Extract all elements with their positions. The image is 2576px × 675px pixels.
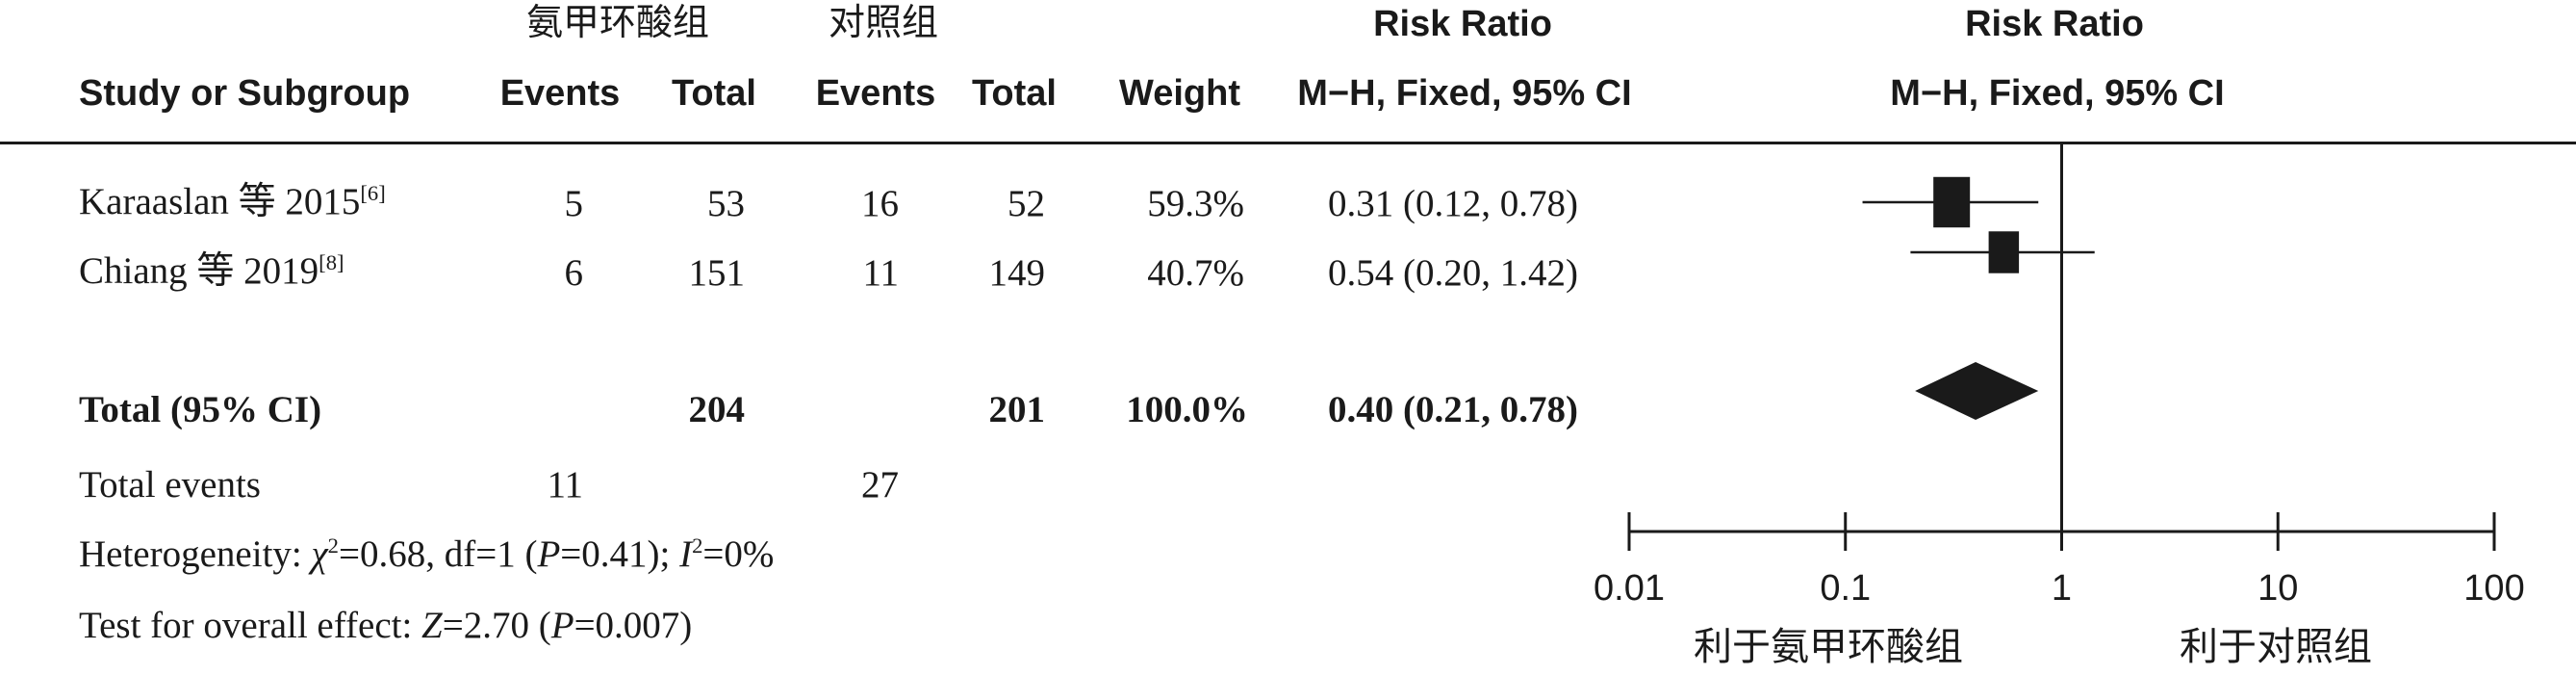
chi-superscript: 2 xyxy=(327,533,339,558)
total-events-control: 27 xyxy=(861,464,899,506)
favours-treatment-label: 利于氨甲环酸组 xyxy=(1694,625,1963,669)
total-events-label: Total events xyxy=(79,464,261,506)
weight-header: Weight xyxy=(1119,73,1240,114)
p-symbol: P xyxy=(537,533,561,575)
overall-effect-prefix: Test for overall effect: xyxy=(79,605,422,646)
pooled-risk-ratio: 0.40 (0.21, 0.78) xyxy=(1328,389,1578,430)
favours-control-label: 利于对照组 xyxy=(2180,625,2372,669)
study-name: Karaaslan 等 2015[6] xyxy=(79,181,386,222)
pooled-diamond xyxy=(1915,362,2039,420)
events-treatment-cell: 5 xyxy=(564,183,584,224)
total-control-sum: 201 xyxy=(988,389,1046,430)
i-superscript: 2 xyxy=(692,533,703,558)
total-events-treatment: 11 xyxy=(547,464,583,506)
z-symbol: Z xyxy=(421,605,443,646)
total-control-cell: 52 xyxy=(1007,183,1045,224)
study-name: Chiang 等 2019[8] xyxy=(79,250,344,292)
method-plot-header: M−H, Fixed, 95% CI xyxy=(1890,73,2225,114)
total-weight: 100.0% xyxy=(1126,389,1248,430)
risk-ratio-cell: 0.54 (0.20, 1.42) xyxy=(1328,252,1578,294)
heterogeneity-stats: Heterogeneity: χ2=0.68, df=1 (P=0.41); I… xyxy=(79,533,775,575)
overall-effect-test: Test for overall effect: Z=2.70 (P=0.007… xyxy=(79,607,692,644)
group-header-treatment: 氨甲环酸组 xyxy=(525,1,710,43)
z-value: =2.70 ( xyxy=(442,605,551,646)
header-rule xyxy=(0,142,2576,144)
method-column-header: M−H, Fixed, 95% CI xyxy=(1297,73,1632,114)
x-tick-label: 10 xyxy=(2257,568,2298,609)
events-control-cell: 16 xyxy=(861,183,899,224)
study-point-square xyxy=(1988,231,2020,273)
study-reference: [6] xyxy=(360,181,386,205)
total-row-label: Total (95% CI) xyxy=(79,389,322,430)
total-control-cell: 149 xyxy=(988,252,1046,294)
total-control-header: Total xyxy=(972,73,1057,114)
events-treatment-header: Events xyxy=(499,73,621,114)
i-value: =0% xyxy=(702,533,775,575)
events-treatment-cell: 6 xyxy=(564,252,584,294)
p-value: =0.41); xyxy=(560,533,680,575)
risk-ratio-cell: 0.31 (0.12, 0.78) xyxy=(1328,183,1578,224)
weight-cell: 59.3% xyxy=(1147,183,1244,224)
events-control-cell: 11 xyxy=(862,252,899,294)
study-point-square xyxy=(1933,176,1971,228)
weight-cell: 40.7% xyxy=(1147,252,1244,294)
p-value: =0.007) xyxy=(574,605,693,646)
study-reference: [8] xyxy=(319,250,344,274)
heterogeneity-prefix: Heterogeneity: xyxy=(79,533,312,575)
total-treatment-cell: 53 xyxy=(707,183,745,224)
i-symbol: I xyxy=(679,533,693,575)
study-column-header: Study or Subgroup xyxy=(79,73,411,114)
risk-ratio-plot-title: Risk Ratio xyxy=(1965,4,2144,44)
total-treatment-cell: 151 xyxy=(688,252,746,294)
study-name-text: Chiang 等 2019 xyxy=(79,250,319,292)
x-tick-label: 0.01 xyxy=(1594,568,1665,609)
x-tick-label: 100 xyxy=(2463,568,2524,609)
x-tick-label: 1 xyxy=(2052,568,2072,609)
total-treatment-header: Total xyxy=(672,73,756,114)
total-treatment-sum: 204 xyxy=(688,389,746,430)
risk-ratio-column-title: Risk Ratio xyxy=(1373,4,1552,44)
study-name-text: Karaaslan 等 2015 xyxy=(79,181,361,222)
group-header-control: 对照组 xyxy=(828,1,939,43)
p-symbol: P xyxy=(550,605,574,646)
events-control-header: Events xyxy=(815,73,936,114)
chi-value: =0.68, df=1 ( xyxy=(338,533,538,575)
chi-symbol: χ xyxy=(311,533,328,575)
x-tick-label: 0.1 xyxy=(1820,568,1871,609)
